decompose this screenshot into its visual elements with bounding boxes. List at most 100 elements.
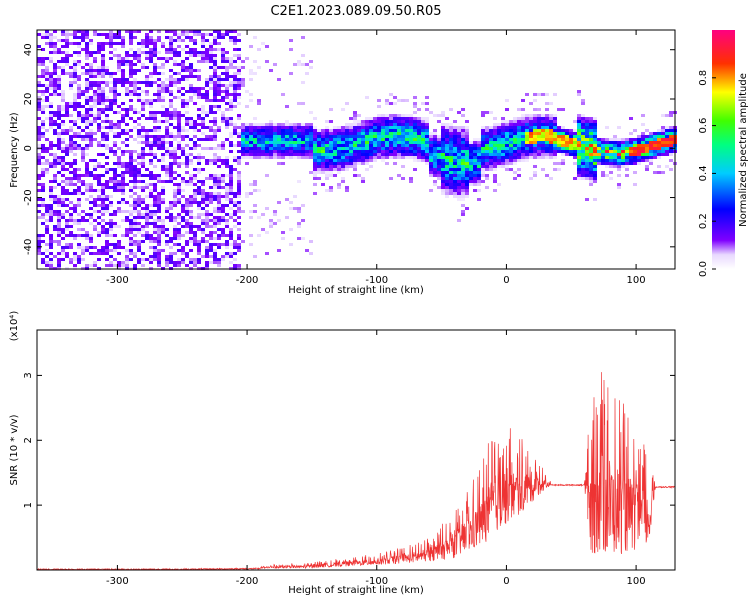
heatmap-cell	[133, 171, 137, 174]
heatmap-cell	[149, 159, 153, 162]
heatmap-cell	[157, 195, 161, 198]
heatmap-cell	[93, 252, 97, 255]
heatmap-cell	[237, 156, 241, 159]
heatmap-cell	[329, 108, 333, 111]
heatmap-cell	[53, 51, 57, 54]
heatmap-cell	[253, 156, 257, 159]
heatmap-cell	[117, 240, 121, 243]
heatmap-cell	[137, 246, 141, 249]
heatmap-cell	[85, 153, 89, 156]
heatmap-cell	[101, 99, 105, 102]
heatmap-cell	[209, 195, 213, 198]
heatmap-cell	[297, 237, 301, 240]
heatmap-cell	[77, 117, 81, 120]
heatmap-cell	[473, 177, 477, 180]
heatmap-cell	[165, 174, 169, 177]
heatmap-cell	[213, 159, 217, 162]
heatmap-cell	[125, 183, 129, 186]
heatmap-cell	[217, 198, 221, 201]
heatmap-cell	[453, 126, 457, 129]
heatmap-cell	[109, 120, 113, 123]
heatmap-cell	[105, 36, 109, 39]
heatmap-cell	[45, 69, 49, 72]
heatmap-cell	[73, 171, 77, 174]
heatmap-cell	[233, 264, 237, 267]
heatmap-cell	[473, 171, 477, 174]
heatmap-cell	[161, 180, 165, 183]
heatmap-cell	[621, 165, 625, 168]
heatmap-cell	[577, 156, 581, 159]
heatmap-cell	[209, 177, 213, 180]
heatmap-cell	[57, 204, 61, 207]
heatmap-cell	[393, 135, 397, 138]
heatmap-cell	[149, 30, 153, 33]
heatmap-cell	[377, 126, 381, 129]
heatmap-cell	[189, 51, 193, 54]
heatmap-cell	[149, 54, 153, 57]
heatmap-cell	[197, 261, 201, 264]
heatmap-cell	[149, 42, 153, 45]
heatmap-cell	[609, 162, 613, 165]
heatmap-cell	[505, 126, 509, 129]
heatmap-cell	[537, 156, 541, 159]
heatmap-cell	[253, 255, 257, 258]
heatmap-cell	[289, 156, 293, 159]
heatmap-cell	[173, 216, 177, 219]
heatmap-cell	[157, 225, 161, 228]
heatmap-cell	[637, 147, 641, 150]
heatmap-cell	[609, 144, 613, 147]
heatmap-cell	[361, 141, 365, 144]
heatmap-cell	[237, 210, 241, 213]
heatmap-cell	[597, 153, 601, 156]
heatmap-cell	[241, 210, 245, 213]
heatmap-cell	[633, 144, 637, 147]
heatmap-cell	[161, 147, 165, 150]
heatmap-cell	[157, 198, 161, 201]
heatmap-cell	[113, 258, 117, 261]
heatmap-cell	[125, 264, 129, 267]
heatmap-cell	[69, 219, 73, 222]
heatmap-cell	[45, 225, 49, 228]
x-tick-label: -100	[365, 576, 388, 587]
heatmap-cell	[261, 42, 265, 45]
heatmap-cell	[309, 141, 313, 144]
heatmap-cell	[657, 138, 661, 141]
heatmap-cell	[213, 42, 217, 45]
heatmap-cell	[593, 141, 597, 144]
heatmap-cell	[189, 123, 193, 126]
heatmap-cell	[497, 159, 501, 162]
heatmap-cell	[313, 159, 317, 162]
heatmap-cell	[93, 60, 97, 63]
heatmap-cell	[173, 252, 177, 255]
heatmap-cell	[241, 66, 245, 69]
heatmap-cell	[81, 153, 85, 156]
heatmap-cell	[169, 237, 173, 240]
heatmap-cell	[85, 174, 89, 177]
heatmap-cell	[213, 90, 217, 93]
heatmap-cell	[197, 144, 201, 147]
heatmap-cell	[629, 162, 633, 165]
heatmap-cell	[109, 201, 113, 204]
heatmap-cell	[617, 186, 621, 189]
heatmap-cell	[65, 204, 69, 207]
heatmap-cell	[141, 63, 145, 66]
heatmap-cell	[37, 246, 41, 249]
heatmap-cell	[353, 159, 357, 162]
heatmap-cell	[189, 195, 193, 198]
heatmap-cell	[53, 48, 57, 51]
heatmap-cell	[177, 192, 181, 195]
heatmap-cell	[193, 33, 197, 36]
heatmap-cell	[213, 111, 217, 114]
heatmap-cell	[549, 156, 553, 159]
heatmap-cell	[117, 63, 121, 66]
heatmap-cell	[345, 123, 349, 126]
heatmap-cell	[81, 234, 85, 237]
heatmap-cell	[177, 228, 181, 231]
heatmap-cell	[245, 162, 249, 165]
heatmap-cell	[141, 129, 145, 132]
heatmap-cell	[105, 114, 109, 117]
heatmap-cell	[629, 144, 633, 147]
heatmap-cell	[445, 135, 449, 138]
heatmap-cell	[481, 111, 485, 114]
heatmap-cell	[101, 228, 105, 231]
